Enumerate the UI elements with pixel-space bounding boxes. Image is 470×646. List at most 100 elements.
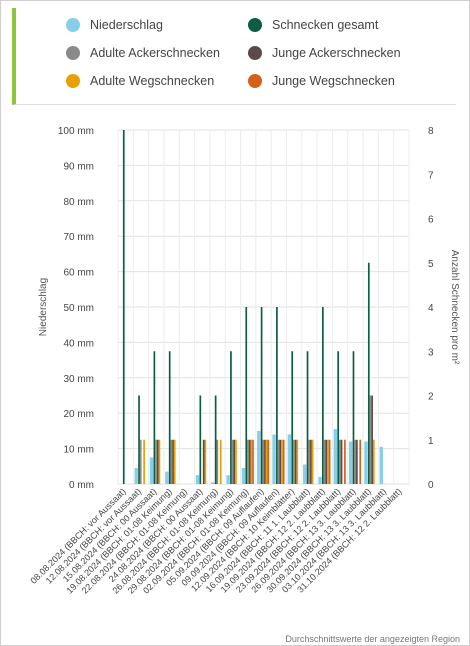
bar-snail: [219, 439, 222, 484]
bar-snail: [339, 439, 341, 484]
legend-label: Adulte Wegschnecken: [90, 74, 215, 88]
bar-snail: [369, 395, 372, 484]
bar-snail: [262, 439, 265, 484]
y-tick-left: 30 mm: [63, 374, 94, 385]
bar-niederschlag: [348, 441, 353, 484]
y-tick-right: 6: [428, 215, 434, 226]
bar-snail: [245, 307, 248, 484]
y-tick-right: 8: [428, 126, 434, 137]
bar-snail: [323, 439, 326, 484]
legend-swatch: [66, 46, 80, 60]
bar-snail: [279, 439, 282, 484]
bar-niederschlag: [226, 475, 230, 484]
bar-snail: [277, 439, 280, 484]
y-tick-right: 2: [428, 392, 434, 403]
y-tick-right: 1: [428, 436, 434, 447]
bars: [122, 130, 383, 484]
legend: Niederschlag Schnecken gesamt Adulte Ack…: [12, 8, 456, 105]
bar-snail: [265, 439, 268, 484]
bar-niederschlag: [257, 430, 261, 484]
bar-snail: [138, 395, 140, 484]
bar-niederschlag: [149, 457, 154, 484]
bar-snail: [216, 439, 219, 484]
bar-niederschlag: [287, 434, 292, 484]
bar-snail: [294, 439, 297, 484]
bar-niederschlag: [272, 434, 276, 484]
bar-snail: [344, 439, 346, 484]
footer-note: Durchschnittswerte der angezeigten Regio…: [285, 634, 460, 644]
legend-swatch: [248, 46, 262, 60]
bar-snail: [267, 439, 270, 484]
bar-snail: [327, 439, 329, 484]
bar-snail: [235, 439, 237, 484]
y-tick-left: 20 mm: [63, 409, 94, 420]
bar-snail: [354, 439, 357, 484]
bar-snail: [356, 439, 358, 484]
bar-snail: [170, 439, 173, 484]
y-axis-label-right: Anzahl Schnecken pro m²: [449, 250, 460, 365]
bar-snail: [199, 395, 202, 484]
bar-snail: [122, 130, 125, 484]
bar-snail: [340, 439, 343, 484]
bar-niederschlag: [318, 476, 322, 484]
legend-swatch: [66, 18, 80, 32]
bar-niederschlag: [379, 446, 383, 484]
y-tick-left: 50 mm: [63, 303, 94, 314]
y-tick-right: 0: [428, 480, 434, 491]
y-tick-left: 70 mm: [63, 232, 94, 243]
legend-label: Niederschlag: [90, 18, 163, 32]
legend-item-schnecken-gesamt[interactable]: Schnecken gesamt: [248, 18, 378, 32]
bar-snail: [282, 439, 285, 484]
bar-snail: [264, 439, 266, 484]
bar-snail: [158, 439, 161, 484]
bar-snail: [153, 351, 156, 484]
bar-snail: [143, 439, 145, 484]
bar-niederschlag: [195, 475, 200, 484]
bar-snail: [172, 439, 174, 484]
bar-snail: [306, 351, 309, 484]
legend-label: Adulte Ackerschnecken: [90, 46, 220, 60]
bar-snail: [296, 439, 299, 484]
bar-snail: [367, 262, 370, 484]
bar-snail: [308, 439, 311, 484]
bar-niederschlag: [241, 468, 246, 484]
bar-snail: [373, 439, 375, 484]
bar-snail: [281, 439, 283, 484]
bar-snail: [311, 439, 314, 484]
bar-niederschlag: [333, 429, 338, 484]
bar-niederschlag: [165, 471, 169, 484]
bar-niederschlag: [303, 464, 307, 484]
bar-niederschlag: [134, 468, 138, 484]
y-tick-left: 100 mm: [58, 126, 94, 137]
legend-item-junge-wegschnecken[interactable]: Junge Wegschnecken: [248, 74, 395, 88]
y-axis-label-left: Niederschlag: [38, 278, 49, 336]
bar-snail: [250, 439, 253, 484]
bar-niederschlag: [211, 482, 215, 484]
bar-snail: [371, 395, 374, 484]
bar-snail: [252, 439, 254, 484]
bar-snail: [325, 439, 328, 484]
legend-item-niederschlag[interactable]: Niederschlag: [66, 18, 163, 32]
legend-label: Junge Ackerschnecken: [272, 46, 401, 60]
legend-swatch: [66, 74, 80, 88]
legend-swatch: [248, 74, 262, 88]
bar-snail: [156, 439, 159, 484]
bar-snail: [204, 439, 207, 484]
bar-snail: [168, 351, 171, 484]
bar-snail: [276, 307, 278, 484]
bar-snail: [202, 439, 205, 484]
bar-snail: [248, 439, 251, 484]
legend-item-adulte-wegschnecken[interactable]: Adulte Wegschnecken: [66, 74, 214, 88]
y-tick-right: 7: [428, 170, 434, 181]
bar-snail: [291, 351, 294, 484]
legend-label: Schnecken gesamt: [272, 18, 379, 32]
bar-snail: [214, 395, 217, 484]
bar-snail: [173, 439, 176, 484]
legend-item-adulte-ackerschnecken[interactable]: Adulte Ackerschnecken: [66, 46, 220, 60]
y-tick-right: 3: [428, 347, 434, 358]
grid: [117, 129, 410, 485]
legend-item-junge-ackerschnecken[interactable]: Junge Ackerschnecken: [248, 46, 401, 60]
bar-snail: [260, 307, 263, 484]
legend-label: Junge Wegschnecken: [272, 74, 395, 88]
